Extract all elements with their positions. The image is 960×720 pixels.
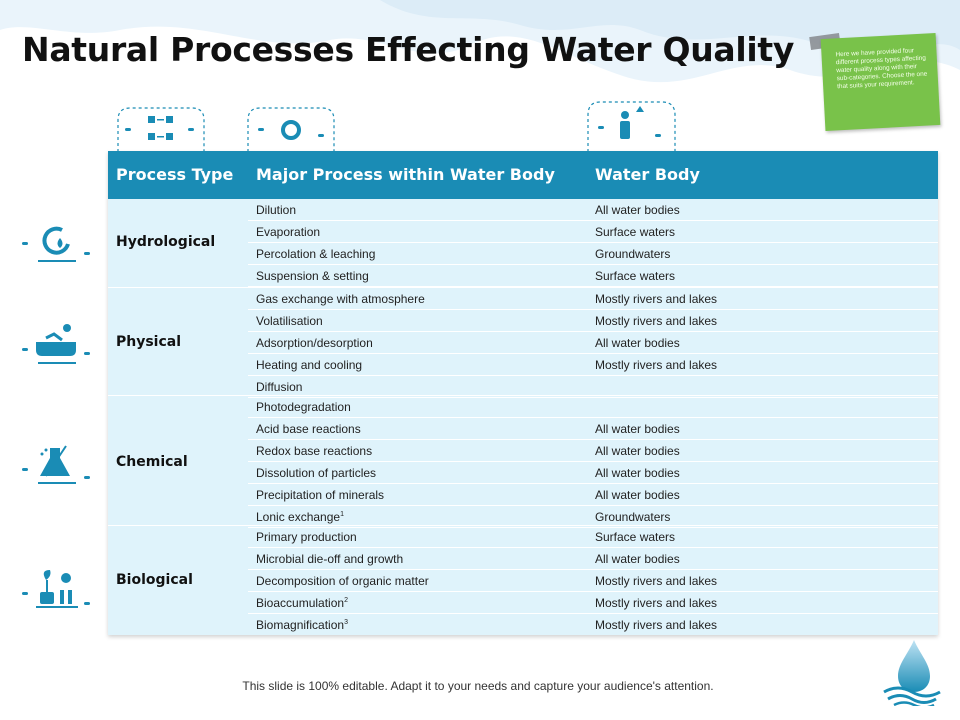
group-label: Hydrological <box>116 234 216 250</box>
page-title: Natural Processes Effecting Water Qualit… <box>22 30 795 69</box>
header-major-process: Major Process within Water Body <box>256 165 555 184</box>
water-cycle-icon <box>22 226 90 262</box>
group-chemical: Chemical Photodegradation Acid base reac… <box>108 395 938 528</box>
table-row: Primary production Surface waters <box>248 526 938 548</box>
table-row: Adsorption/desorption All water bodies <box>248 332 938 354</box>
plant-lab-icon <box>22 570 90 608</box>
table-header: Process Type Major Process within Water … <box>108 151 938 199</box>
table-row: Gas exchange with atmosphere Mostly river… <box>248 288 938 310</box>
group-biological: Biological Primary production Surface wat… <box>108 525 938 635</box>
lab-flask-icon <box>22 445 90 484</box>
table-row: Heating and cooling Mostly rivers and lak… <box>248 354 938 376</box>
group-label: Physical <box>116 334 182 350</box>
group-hydrological: Hydrological Dilution All water bodies Ev… <box>108 199 938 287</box>
table-row: Dilution All water bodies <box>248 199 938 221</box>
person-bathing-icon <box>22 324 90 364</box>
group-label: Chemical <box>116 454 188 470</box>
table-row: Suspension & setting Surface waters <box>248 265 938 287</box>
table-row: Evaporation Surface waters <box>248 221 938 243</box>
header-water-body: Water Body <box>595 165 700 184</box>
group-label: Biological <box>116 572 193 588</box>
table-row: Lonic exchange1 Groundwaters <box>248 506 938 528</box>
header-process-type: Process Type <box>116 165 234 184</box>
sticky-note: Here we have provided four different pro… <box>820 33 941 131</box>
table-row: Bioaccumulation2 Mostly rivers and lakes <box>248 592 938 614</box>
table-row: Volatilisation Mostly rivers and lakes <box>248 310 938 332</box>
table-row: Diffusion <box>248 376 938 398</box>
table-row: Photodegradation <box>248 396 938 418</box>
group-physical: Physical Gas exchange with atmosphere Mos… <box>108 287 938 398</box>
table-row: Precipitation of minerals All water bodie… <box>248 484 938 506</box>
table-row: Acid base reactions All water bodies <box>248 418 938 440</box>
table-row: Decomposition of organic matter Mostly ri… <box>248 570 938 592</box>
table-row: Biomagnification3 Mostly rivers and lakes <box>256 618 718 632</box>
footer-text: This slide is 100% editable. Adapt it to… <box>242 679 714 693</box>
water-drop-logo-icon <box>883 640 941 706</box>
table-row: Percolation & leaching Groundwaters <box>248 243 938 265</box>
table-row: Microbial die-off and growth All water bo… <box>248 548 938 570</box>
process-table: Process Type Major Process within Water … <box>108 151 938 635</box>
table-row: Dissolution of particles All water bodies <box>248 462 938 484</box>
table-row: Redox base reactions All water bodies <box>248 440 938 462</box>
